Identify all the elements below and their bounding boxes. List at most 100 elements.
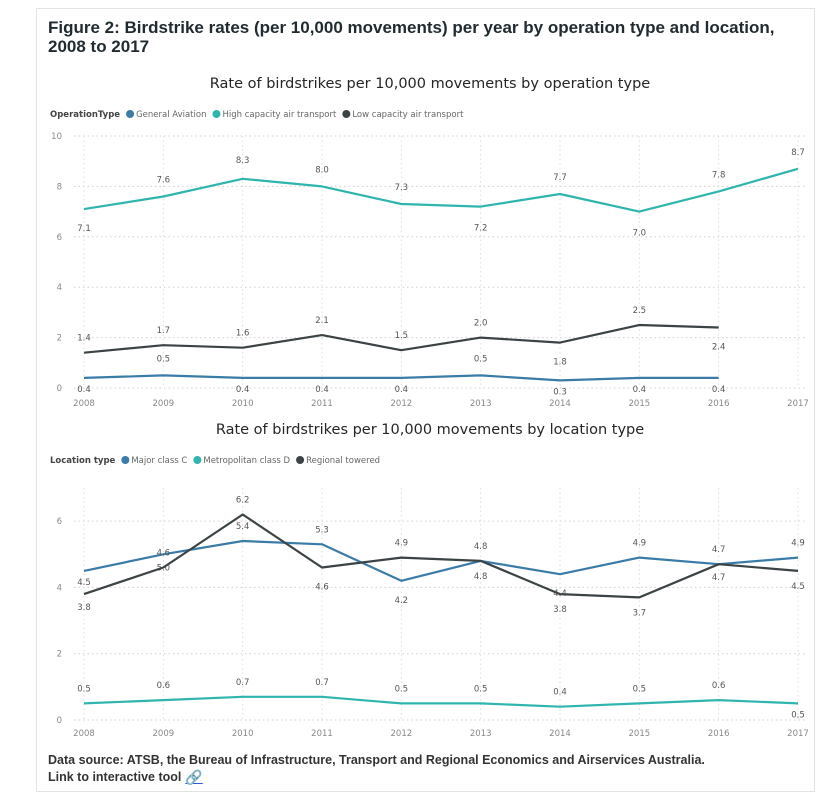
x-tick-label: 2017 — [787, 399, 809, 409]
series-line — [83, 374, 719, 382]
legend-entry: Metropolitan class D — [203, 456, 290, 466]
data-label: 0.4 — [633, 385, 647, 395]
x-tick-label: 2008 — [73, 399, 95, 409]
legend-marker — [193, 456, 202, 464]
y-tick-label: 2 — [57, 650, 62, 660]
data-label: 4.8 — [474, 572, 488, 582]
figure-footer: Data source: ATSB, the Bureau of Infrast… — [48, 752, 808, 786]
legend-marker — [342, 110, 351, 118]
x-tick-label: 2013 — [470, 729, 492, 739]
data-label: 0.5 — [474, 354, 488, 364]
y-tick-label: 6 — [57, 517, 62, 527]
data-label: 1.7 — [157, 326, 171, 336]
y-tick-label: 2 — [57, 334, 62, 344]
data-label: 7.0 — [633, 229, 647, 239]
data-label: 8.3 — [236, 156, 250, 166]
data-label: 4.5 — [77, 578, 91, 588]
data-label: 0.4 — [236, 385, 250, 395]
data-label: 4.6 — [157, 549, 171, 559]
data-label: 1.8 — [553, 358, 567, 368]
x-tick-label: 2013 — [470, 399, 492, 409]
data-label: 3.7 — [633, 608, 647, 618]
chart-legend: OperationType General Aviation High capaci… — [50, 110, 464, 120]
data-label: 0.4 — [712, 385, 726, 395]
data-label: 0.7 — [236, 678, 250, 688]
data-label: 8.7 — [791, 148, 805, 158]
data-label: 0.5 — [157, 354, 171, 364]
data-label: 2.5 — [633, 306, 647, 316]
data-label: 7.2 — [474, 224, 488, 234]
data-label: 4.6 — [315, 583, 329, 593]
data-label: 5.4 — [236, 522, 250, 532]
data-label: 0.3 — [553, 387, 567, 397]
data-label: 7.3 — [395, 183, 409, 193]
legend-title: OperationType — [50, 110, 120, 120]
y-tick-label: 10 — [51, 132, 62, 142]
legend-marker — [212, 110, 221, 118]
data-label: 7.6 — [157, 175, 171, 185]
y-tick-label: 0 — [57, 716, 62, 726]
x-tick-label: 2012 — [391, 399, 413, 409]
y-tick-label: 4 — [57, 583, 62, 593]
x-tick-label: 2011 — [311, 399, 333, 409]
data-label: 6.2 — [236, 496, 250, 506]
series-line — [83, 513, 799, 599]
data-label: 4.5 — [791, 582, 805, 592]
x-tick-label: 2010 — [232, 399, 254, 409]
x-tick-label: 2011 — [311, 729, 333, 739]
data-label: 4.9 — [791, 539, 805, 549]
data-label: 0.6 — [712, 681, 726, 691]
y-tick-label: 6 — [57, 233, 62, 243]
data-label: 1.5 — [395, 331, 409, 341]
x-tick-label: 2014 — [549, 729, 571, 739]
location-type-chart: Rate of birdstrikes per 10,000 movements… — [50, 422, 809, 739]
data-label: 2.1 — [315, 316, 329, 326]
data-label: 7.7 — [553, 173, 567, 183]
data-source-note: Data source: ATSB, the Bureau of Infrast… — [48, 753, 705, 767]
data-label: 3.8 — [77, 603, 91, 613]
y-tick-label: 0 — [57, 384, 62, 394]
link-icon[interactable]: 🔗 — [185, 769, 203, 785]
data-label: 5.3 — [315, 525, 329, 535]
legend-marker — [126, 110, 135, 118]
data-label: 4.9 — [633, 539, 647, 549]
data-label: 4.8 — [474, 542, 488, 552]
x-tick-label: 2009 — [153, 729, 175, 739]
x-tick-label: 2009 — [153, 399, 175, 409]
data-label: 0.5 — [474, 684, 488, 694]
data-label: 4.2 — [395, 596, 409, 606]
x-tick-label: 2016 — [708, 729, 730, 739]
data-label: 2.4 — [712, 343, 726, 353]
legend-marker — [296, 456, 305, 464]
data-label: 4.7 — [712, 545, 726, 555]
legend-entry: High capacity air transport — [222, 110, 337, 120]
data-label: 0.6 — [157, 681, 171, 691]
data-label: 3.8 — [553, 605, 567, 615]
legend-entry: Major class C — [131, 456, 187, 466]
interactive-tool-link[interactable]: Link to interactive tool 🔗 — [48, 769, 808, 786]
data-label: 4.9 — [395, 539, 409, 549]
data-label: 0.4 — [315, 385, 329, 395]
x-tick-label: 2008 — [73, 729, 95, 739]
legend-entry: Regional towered — [306, 456, 380, 466]
legend-marker — [121, 456, 130, 464]
y-tick-label: 8 — [57, 182, 62, 192]
x-tick-label: 2015 — [629, 729, 651, 739]
data-label: 0.7 — [315, 678, 329, 688]
x-tick-label: 2015 — [629, 399, 651, 409]
series-line — [83, 695, 799, 708]
charts-area: Rate of birdstrikes per 10,000 movements… — [50, 76, 809, 739]
data-label: 1.6 — [236, 329, 250, 339]
x-tick-label: 2017 — [787, 729, 809, 739]
data-label: 1.4 — [77, 334, 91, 344]
x-tick-label: 2010 — [232, 729, 254, 739]
series-line — [83, 167, 799, 213]
figure-frame — [36, 8, 815, 792]
operation-type-chart: Rate of birdstrikes per 10,000 movements… — [50, 76, 809, 409]
data-label: 0.4 — [553, 688, 567, 698]
data-label: 0.5 — [791, 710, 805, 720]
data-label: 0.4 — [395, 385, 409, 395]
interactive-tool-link-label[interactable]: Link to interactive tool — [48, 770, 182, 784]
data-label: 2.0 — [474, 319, 488, 329]
x-tick-label: 2012 — [391, 729, 413, 739]
